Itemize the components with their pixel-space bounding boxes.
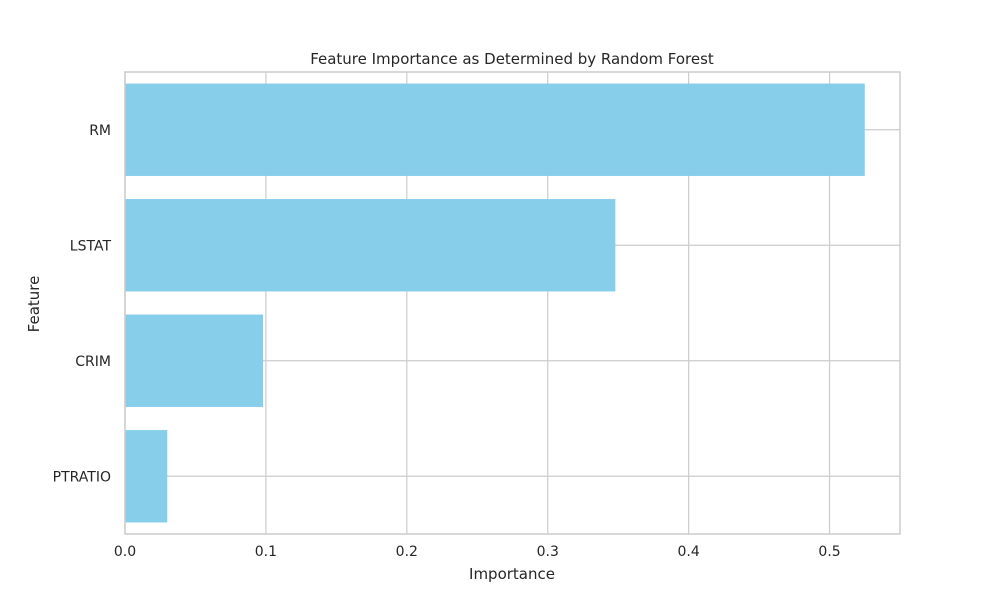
x-tick-label: 0.0 (114, 544, 136, 560)
bar-rm (125, 83, 865, 176)
chart-title: Feature Importance as Determined by Rand… (310, 50, 714, 68)
y-tick-label: PTRATIO (53, 469, 111, 485)
y-tick-label: CRIM (75, 354, 111, 370)
x-tick-label: 0.3 (537, 544, 559, 560)
x-tick-label: 0.1 (255, 544, 277, 560)
bars (125, 83, 865, 523)
y-tick-labels: RM LSTAT CRIM PTRATIO (53, 123, 112, 486)
bar-lstat (125, 199, 616, 292)
y-axis-label: Feature (25, 276, 43, 333)
bar-ptratio (125, 430, 168, 523)
y-tick-label: RM (89, 123, 111, 139)
x-tick-labels: 0.0 0.1 0.2 0.3 0.4 0.5 (114, 544, 841, 560)
bar-crim (125, 314, 264, 407)
y-tick-label: LSTAT (70, 238, 112, 254)
x-tick-label: 0.5 (818, 544, 840, 560)
x-axis-label: Importance (469, 565, 555, 583)
x-tick-label: 0.4 (678, 544, 700, 560)
plot-frame (124, 71, 901, 535)
x-tick-label: 0.2 (396, 544, 418, 560)
